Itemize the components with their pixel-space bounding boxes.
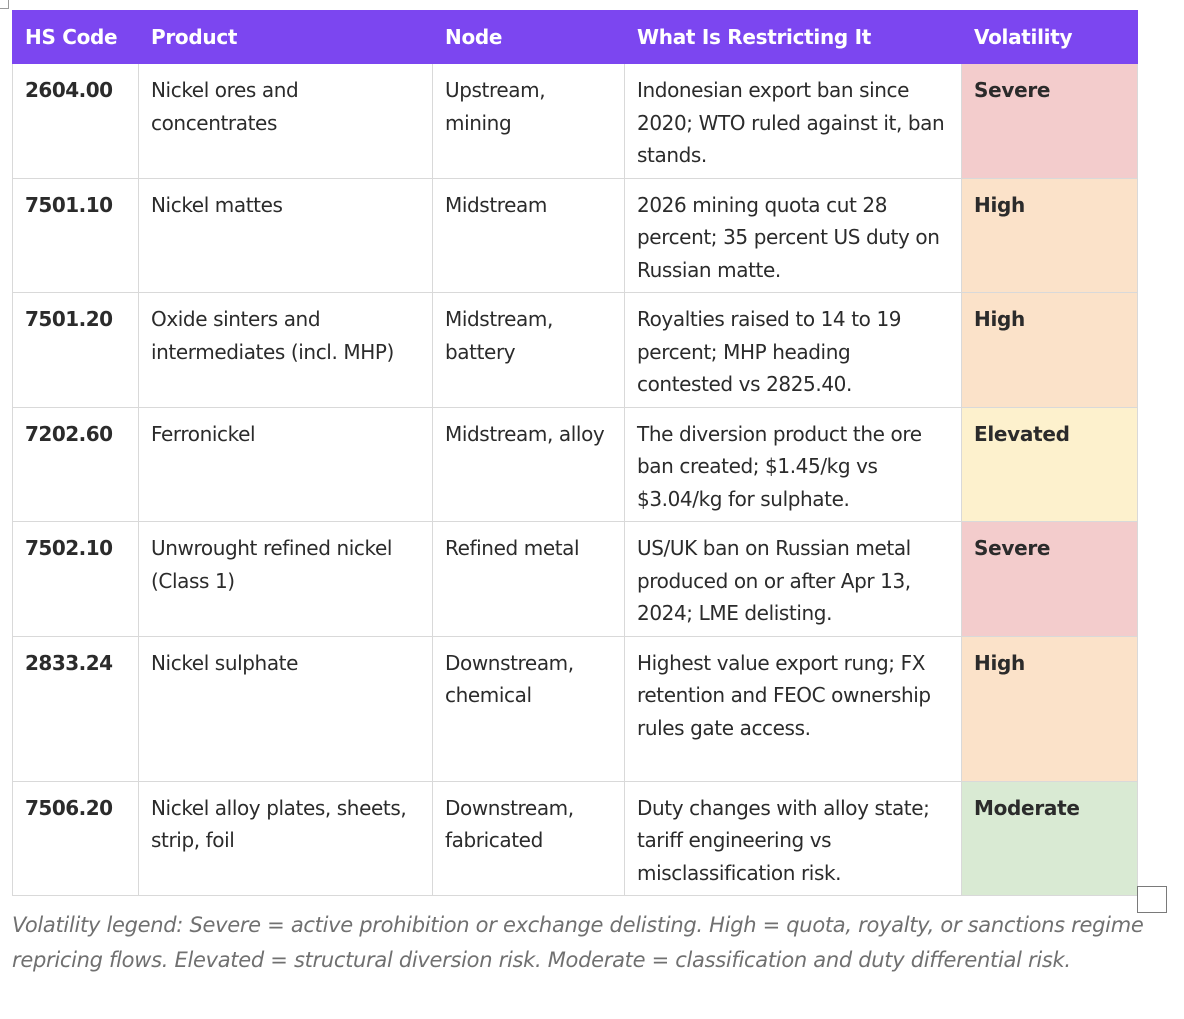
hs-code-cell: 7506.20	[12, 780, 139, 896]
volatility-legend: Volatility legend: Severe = active prohi…	[12, 913, 1144, 972]
hs-code-cell: 7502.10	[12, 521, 139, 637]
restriction-cell: 2026 mining quota cut 28 percent; 35 per…	[624, 177, 962, 293]
hs-code-cell: 2604.00	[12, 63, 139, 179]
product-cell: Ferronickel	[138, 406, 433, 522]
header-row: HS Code Product Node What Is Restricting…	[12, 10, 1138, 64]
product-cell: Nickel alloy plates, sheets, strip, foil	[138, 780, 433, 896]
product-cell: Unwrought refined nickel (Class 1)	[138, 521, 433, 637]
table-row: 7501.10 Nickel mattes Midstream 2026 min…	[12, 177, 1138, 293]
hs-code-cell: 2833.24	[12, 635, 139, 782]
header-product: Product	[138, 10, 433, 64]
product-cell: Nickel sulphate	[138, 635, 433, 782]
volatility-cell: High	[961, 292, 1138, 408]
header-restriction: What Is Restricting It	[624, 10, 962, 64]
resize-handle-bottom-right[interactable]	[1137, 886, 1167, 913]
node-cell: Downstream, chemical	[432, 635, 625, 782]
hs-code-cell: 7202.60	[12, 406, 139, 522]
product-cell: Nickel mattes	[138, 177, 433, 293]
product-cell: Nickel ores and concentrates	[138, 63, 433, 179]
table-row: 2833.24 Nickel sulphate Downstream, chem…	[12, 635, 1138, 782]
node-cell: Midstream	[432, 177, 625, 293]
volatility-cell: Severe	[961, 521, 1138, 637]
volatility-cell: Elevated	[961, 406, 1138, 522]
table-container: HS Code Product Node What Is Restricting…	[12, 10, 1144, 977]
restriction-cell: Highest value export rung; FX retention …	[624, 635, 962, 782]
table-row: 7506.20 Nickel alloy plates, sheets, str…	[12, 780, 1138, 896]
table-row: 7502.10 Unwrought refined nickel (Class …	[12, 521, 1138, 637]
table-row: 7202.60 Ferronickel Midstream, alloy The…	[12, 406, 1138, 522]
node-cell: Midstream, battery	[432, 292, 625, 408]
node-cell: Midstream, alloy	[432, 406, 625, 522]
resize-handle-top-left[interactable]	[0, 0, 9, 9]
volatility-cell: High	[961, 635, 1138, 782]
node-cell: Refined metal	[432, 521, 625, 637]
restriction-cell: Royalties raised to 14 to 19 percent; MH…	[624, 292, 962, 408]
volatility-cell: Moderate	[961, 780, 1138, 896]
restriction-cell: The diversion product the ore ban create…	[624, 406, 962, 522]
table-row: 7501.20 Oxide sinters and intermediates …	[12, 292, 1138, 408]
table-row: 2604.00 Nickel ores and concentrates Ups…	[12, 63, 1138, 179]
product-cell: Oxide sinters and intermediates (incl. M…	[138, 292, 433, 408]
hs-code-cell: 7501.10	[12, 177, 139, 293]
volatility-cell: High	[961, 177, 1138, 293]
node-cell: Upstream, mining	[432, 63, 625, 179]
hs-code-cell: 7501.20	[12, 292, 139, 408]
restriction-cell: Duty changes with alloy state; tariff en…	[624, 780, 962, 896]
restriction-cell: Indonesian export ban since 2020; WTO ru…	[624, 63, 962, 179]
header-hs-code: HS Code	[12, 10, 139, 64]
node-cell: Downstream, fabricated	[432, 780, 625, 896]
header-node: Node	[432, 10, 625, 64]
volatility-cell: Severe	[961, 63, 1138, 179]
header-volatility: Volatility	[961, 10, 1138, 64]
restriction-cell: US/UK ban on Russian metal produced on o…	[624, 521, 962, 637]
hs-code-volatility-table: HS Code Product Node What Is Restricting…	[12, 10, 1138, 896]
